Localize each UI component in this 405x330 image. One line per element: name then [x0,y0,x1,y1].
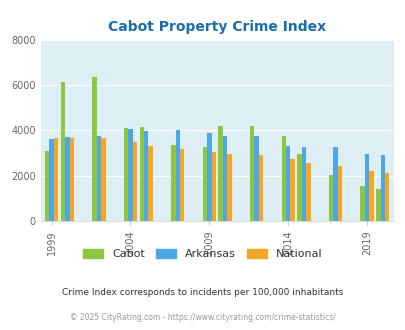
Bar [337,166,341,221]
Title: Cabot Property Crime Index: Cabot Property Crime Index [108,20,326,34]
Bar [211,152,215,221]
Legend: Cabot, Arkansas, National: Cabot, Arkansas, National [79,244,326,263]
Bar [144,131,148,221]
Bar [375,189,379,221]
Bar [124,128,128,221]
Bar [364,154,368,221]
Bar [179,148,184,221]
Bar [202,148,207,221]
Bar [384,174,388,221]
Bar [175,130,179,221]
Bar [148,146,153,221]
Bar [96,136,101,221]
Bar [218,126,222,221]
Text: Crime Index corresponds to incidents per 100,000 inhabitants: Crime Index corresponds to incidents per… [62,287,343,297]
Bar [54,138,58,221]
Bar [333,148,337,221]
Bar [296,154,301,221]
Bar [301,148,305,221]
Bar [281,136,285,221]
Bar [328,175,333,221]
Bar [65,137,69,221]
Bar [171,145,175,221]
Bar [207,133,211,221]
Text: © 2025 CityRating.com - https://www.cityrating.com/crime-statistics/: © 2025 CityRating.com - https://www.city… [70,313,335,322]
Bar [92,77,96,221]
Bar [49,139,54,221]
Bar [305,163,310,221]
Bar [69,138,74,221]
Bar [227,154,231,221]
Bar [249,126,254,221]
Bar [285,146,290,221]
Bar [368,171,373,221]
Bar [379,155,384,221]
Bar [128,129,132,221]
Bar [61,82,65,221]
Bar [132,142,137,221]
Bar [45,151,49,221]
Bar [101,138,105,221]
Bar [139,127,144,221]
Bar [254,136,258,221]
Bar [360,186,364,221]
Bar [258,155,262,221]
Bar [222,136,227,221]
Bar [290,159,294,221]
